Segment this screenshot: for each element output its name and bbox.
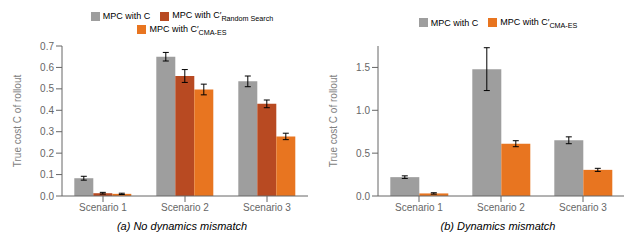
svg-text:0.0: 0.0 [356, 191, 370, 202]
html-text:MPC with C: MPC with C [430, 18, 479, 28]
svg-text:0.4: 0.4 [40, 105, 54, 116]
svg-text:Scenario 1: Scenario 1 [79, 202, 127, 213]
svg-text:True cost C of rollout: True cost C of rollout [12, 75, 23, 168]
svg-text:0.0: 0.0 [40, 191, 54, 202]
svg-text:0.7: 0.7 [40, 41, 54, 52]
svg-text:Scenario 3: Scenario 3 [243, 202, 291, 213]
svg-text:0.2: 0.2 [40, 148, 54, 159]
html-text:(b) Dynamics mismatch: (b) Dynamics mismatch [440, 220, 556, 232]
svg-text:0.5: 0.5 [356, 148, 370, 159]
svg-text:Scenario 2: Scenario 2 [477, 202, 525, 213]
svg-text:0.6: 0.6 [40, 62, 54, 73]
svg-text:1.5: 1.5 [356, 62, 370, 73]
svg-text:0.5: 0.5 [40, 83, 54, 94]
html-text:MPC with C′Random Search: MPC with C′Random Search [172, 9, 274, 23]
html-text:MPC with C′CMA-ES: MPC with C′CMA-ES [500, 16, 578, 30]
html-text:(a) No dynamics mismatch: (a) No dynamics mismatch [116, 220, 248, 232]
svg-text:1.0: 1.0 [356, 105, 370, 116]
html-text:MPC with C: MPC with C [102, 11, 151, 22]
html-text:MPC with C′CMA-ES: MPC with C′CMA-ES [149, 23, 227, 37]
svg-text:Scenario 1: Scenario 1 [395, 202, 443, 213]
svg-text:True cost C of rollout: True cost C of rollout [328, 75, 339, 168]
svg-text:0.1: 0.1 [40, 169, 54, 180]
svg-text:0.3: 0.3 [40, 126, 54, 137]
svg-text:Scenario 2: Scenario 2 [161, 202, 209, 213]
svg-text:Scenario 3: Scenario 3 [559, 202, 607, 213]
